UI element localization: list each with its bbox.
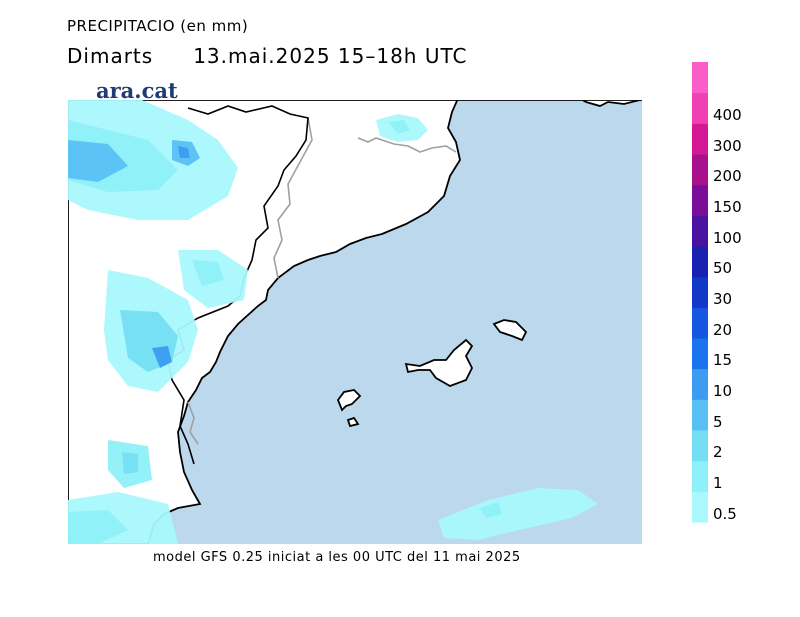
ara-cat-logo[interactable]: ara.cat [96,78,178,103]
forecast-day: Dimarts [67,44,154,68]
legend-swatch [692,62,708,94]
legend-swatch [692,307,708,339]
legend-swatch [692,368,708,400]
precipitation-map [68,100,642,544]
catalonia-border [273,117,313,279]
legend-swatch [692,276,708,308]
chart-title: PRECIPITACIO (en mm) [67,17,249,35]
valencia-border [187,401,199,445]
mainland-land [68,100,642,544]
legend-swatch [692,430,708,462]
precip-areas [68,100,598,544]
legend-label: 200 [713,167,742,186]
legend-label: 15 [713,351,733,370]
france-border [357,137,457,153]
legend-label: 2 [713,443,723,462]
legend-label: 400 [713,106,742,124]
legend-label: 300 [713,136,742,155]
forecast-datetime: 13.mai.2025 15–18h UTC [193,44,468,68]
legend-label: 30 [713,290,733,308]
legend-swatch [692,154,708,186]
legend-swatch [692,338,708,370]
legend-label: 20 [713,320,733,339]
legend-label: 1 [713,474,723,492]
eivissa-island [336,389,362,412]
legend-swatch [692,215,708,247]
forecast-time: Dimarts 13.mai.2025 15–18h UTC [67,44,507,68]
legend-label: 100 [713,228,742,247]
formentera-island [346,416,360,428]
legend-swatch [692,92,708,124]
legend-label: 10 [713,382,733,400]
legend-swatch [692,184,708,216]
legend-swatch [692,399,708,431]
legend-colorbar [692,62,708,523]
legend-swatch [692,246,708,278]
mallorca-island [404,338,474,387]
menorca-island [492,319,528,342]
model-info: model GFS 0.25 iniciat a les 00 UTC del … [153,550,521,565]
legend-label: 50 [713,259,733,278]
legend-swatch [692,123,708,155]
legend-label: 150 [713,198,742,216]
legend-swatch [692,460,708,492]
legend-label: 0.5 [713,504,737,523]
legend-swatch [692,491,708,523]
legend-label: 5 [713,412,723,431]
